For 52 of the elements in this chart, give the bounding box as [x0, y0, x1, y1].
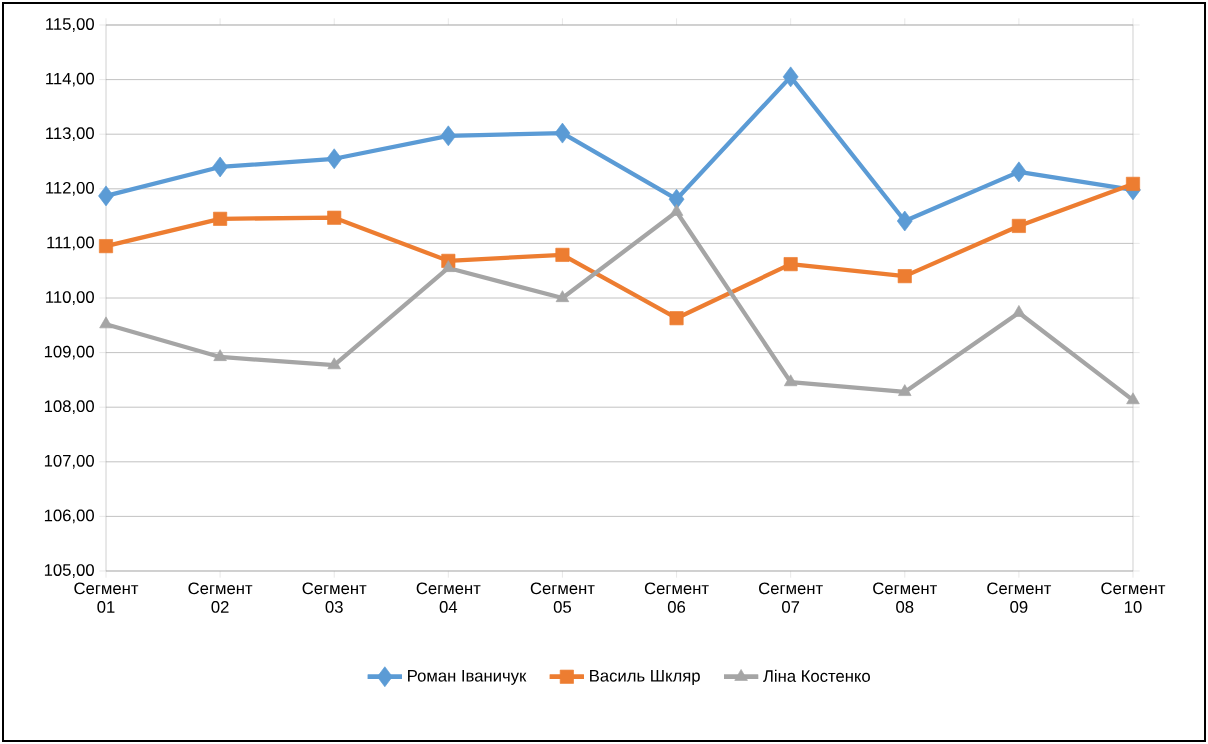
point	[1126, 392, 1140, 405]
legend-label: Василь Шкляр	[590, 670, 700, 685]
y-tick-label: 108,00	[44, 400, 94, 415]
y-tick-label: 112,00	[46, 181, 94, 196]
x-tick-label: Сегмент 06	[644, 582, 709, 613]
point	[99, 239, 114, 254]
point	[213, 349, 227, 361]
point	[327, 210, 342, 225]
point	[212, 156, 228, 178]
point	[555, 247, 570, 262]
point	[668, 188, 685, 210]
x-tick-label: Сегмент 07	[759, 582, 823, 613]
point	[98, 185, 114, 207]
point	[783, 257, 798, 272]
point	[327, 357, 341, 370]
point	[782, 66, 799, 88]
x-tick-label: Сегмент 08	[873, 582, 937, 613]
x-tick-label: Сегмент 03	[302, 582, 367, 613]
x-tick-label: Сегмент 09	[987, 582, 1052, 613]
point	[669, 311, 684, 326]
y-tick-label: 105,00	[44, 564, 94, 578]
point	[326, 148, 343, 170]
legend-label: Ліна Костенко	[763, 669, 870, 682]
point	[440, 125, 457, 147]
point	[898, 384, 912, 396]
y-tick-label: 114,00	[46, 72, 94, 87]
x-tick-label: Сегмент 02	[188, 582, 253, 613]
point	[555, 290, 570, 303]
y-tick-label: 110,00	[46, 291, 94, 305]
y-tick-label: 107,00	[44, 454, 94, 469]
point	[669, 204, 684, 216]
point	[554, 122, 571, 144]
x-tick-label: Сегмент 05	[530, 582, 595, 613]
x-tick-label: Сегмент 01	[74, 582, 139, 613]
point	[1011, 218, 1026, 233]
x-tick-label: Сегмент 10	[1101, 582, 1166, 613]
point	[1125, 176, 1140, 191]
point	[441, 260, 456, 272]
point	[213, 211, 228, 226]
point	[99, 316, 113, 329]
y-tick-label: 115,00	[46, 18, 94, 32]
x-tick-label: Сегмент 04	[416, 582, 481, 613]
point	[1011, 161, 1027, 183]
point	[783, 374, 798, 387]
point	[896, 210, 913, 232]
point	[897, 269, 912, 284]
y-tick-label: 113,00	[46, 127, 94, 142]
y-tick-label: 106,00	[44, 509, 94, 524]
point	[1012, 305, 1026, 317]
y-tick-label: 111,00	[47, 236, 94, 251]
y-tick-label: 109,00	[44, 345, 94, 360]
legend-label: Роман Іваничук	[408, 670, 527, 685]
